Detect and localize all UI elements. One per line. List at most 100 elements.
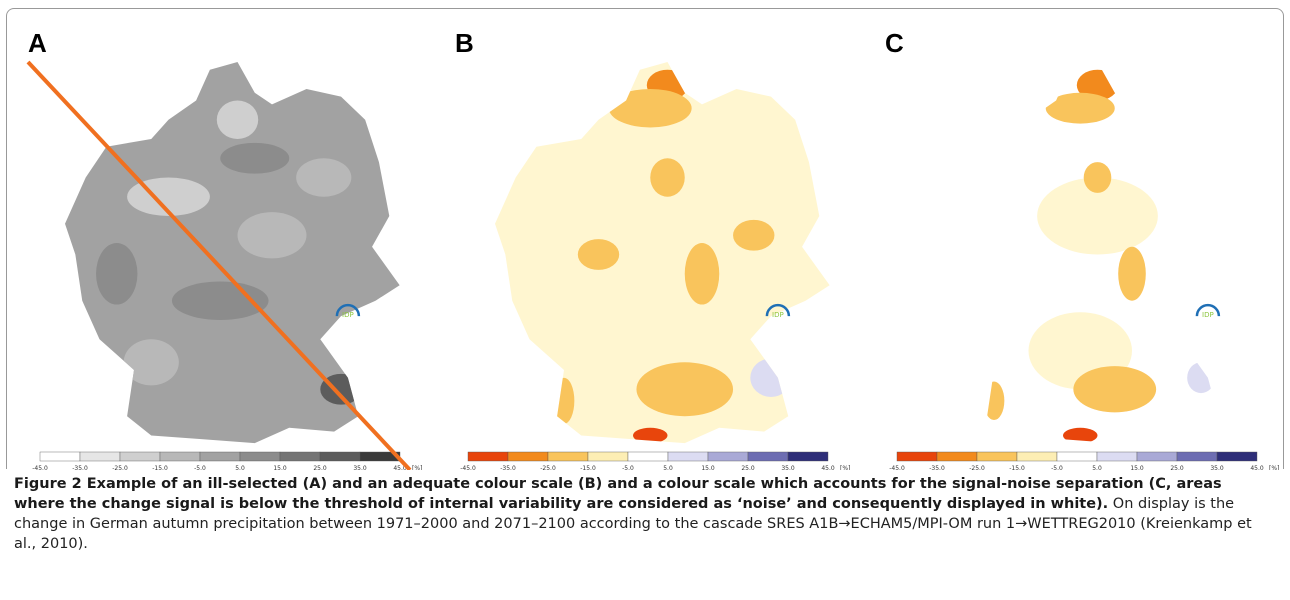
colorbar-tick: 15.0 xyxy=(1130,465,1144,470)
colorbar-tick: -15.0 xyxy=(580,465,596,470)
map-field xyxy=(636,362,734,417)
colorbar-tick: -35.0 xyxy=(72,465,88,470)
colorbar-tick: -45.0 xyxy=(460,465,476,470)
colorbar-segment xyxy=(159,451,201,462)
colorbar-tick: 35.0 xyxy=(1210,465,1224,470)
colorbar-segment xyxy=(39,451,81,462)
colorbar-tick: 45.0 xyxy=(821,465,835,470)
map-field xyxy=(1083,162,1112,193)
colorbar-tick: 25.0 xyxy=(1170,465,1184,470)
panel-label: C xyxy=(885,28,904,58)
map-fields xyxy=(553,69,792,444)
colorbar-segment xyxy=(976,451,1018,462)
logo-arc xyxy=(335,303,361,317)
map-field xyxy=(220,142,290,174)
colorbar-tick: -5.0 xyxy=(1051,465,1063,470)
colorbar-segment xyxy=(587,451,629,462)
colorbar-tick: 15.0 xyxy=(273,465,287,470)
colorbar-tick: 35.0 xyxy=(781,465,795,470)
colorbar-segment xyxy=(1096,451,1138,462)
map-field xyxy=(1045,92,1115,124)
colorbar-tick: -15.0 xyxy=(152,465,168,470)
map-fields xyxy=(983,69,1215,444)
colorbar-segment xyxy=(1016,451,1058,462)
map-field xyxy=(750,358,792,397)
colorbar-segment xyxy=(119,451,161,462)
map-field xyxy=(1118,246,1146,301)
colorbar-segment xyxy=(1056,451,1098,462)
colorbar-unit: [%] xyxy=(840,465,850,470)
panel: B IDP -45.0 -35.0 -25.0 -15.0 -5.0 5.0 15.0 25.0 3… xyxy=(455,28,850,470)
colorbar-tick: -45.0 xyxy=(32,465,48,470)
colorbar-tick: -5.0 xyxy=(622,465,634,470)
colorbar-segment xyxy=(707,451,749,462)
colorbar-segment xyxy=(1136,451,1178,462)
logo-text: IDP xyxy=(772,311,784,319)
colorbar-segment xyxy=(79,451,121,462)
map-field xyxy=(553,377,575,424)
map-country xyxy=(495,62,830,444)
colorbar-tick: 5.0 xyxy=(1092,465,1102,470)
map-field xyxy=(1037,177,1158,255)
panel-label: A xyxy=(28,28,47,58)
colorbar-segment xyxy=(467,451,509,462)
colorbar-segment xyxy=(547,451,589,462)
map-field xyxy=(1063,427,1098,444)
colorbar-tick: -35.0 xyxy=(929,465,945,470)
colorbar-segment xyxy=(319,451,361,462)
colorbar-segment xyxy=(896,451,938,462)
logo-text: IDP xyxy=(342,311,354,319)
colorbar-tick: -25.0 xyxy=(540,465,556,470)
colorbar-segment xyxy=(507,451,549,462)
colorbar-tick: 25.0 xyxy=(313,465,327,470)
map-field xyxy=(237,212,307,259)
panel: A IDP -45.0 -35.0 -25.0 -15.0 -5.0 5.0 15.0 25.0 3… xyxy=(28,28,422,470)
colorbar-segment xyxy=(787,451,829,462)
logo-text: IDP xyxy=(1202,311,1214,319)
figure: A IDP -45.0 -35.0 -25.0 -15.0 -5.0 5.0 15.0 25.0 3… xyxy=(26,28,1279,470)
colorbar-unit: [%] xyxy=(412,465,422,470)
panel: C IDP -45.0 -35.0 -25.0 -15.0 -5.0 5.0 15.0 25.0 3… xyxy=(885,28,1279,470)
caption-bold: Figure 2 Example of an ill-selected (A) … xyxy=(14,476,1222,512)
map-field xyxy=(216,100,259,139)
colorbar-tick: -35.0 xyxy=(500,465,516,470)
map-field xyxy=(983,381,1005,421)
colorbar-tick: 45.0 xyxy=(393,465,407,470)
map-field xyxy=(733,219,775,251)
colorbar-tick: 25.0 xyxy=(741,465,755,470)
strike-line xyxy=(26,60,412,470)
map-field xyxy=(1187,362,1215,394)
colorbar-segment xyxy=(199,451,241,462)
colorbar-segment xyxy=(747,451,789,462)
colorbar-segment xyxy=(239,451,281,462)
colorbar-unit: [%] xyxy=(1269,465,1279,470)
map-field xyxy=(1073,366,1157,413)
logo-arc xyxy=(1195,303,1221,317)
map-field xyxy=(577,239,620,270)
colorbar-segment xyxy=(1216,451,1258,462)
caption-text: On display is the change in German autum… xyxy=(14,496,1252,552)
colorbar-segment xyxy=(667,451,709,462)
caption: Figure 2 Example of an ill-selected (A) … xyxy=(14,474,1276,554)
colorbar-tick: -45.0 xyxy=(889,465,905,470)
colorbar-segment xyxy=(1176,451,1218,462)
map-field xyxy=(650,158,685,197)
colorbar-tick: 45.0 xyxy=(1250,465,1264,470)
colorbar-tick: 5.0 xyxy=(235,465,245,470)
colorbar-segment xyxy=(279,451,321,462)
colorbar-tick: -25.0 xyxy=(112,465,128,470)
colorbar-tick: 5.0 xyxy=(663,465,673,470)
logo-arc xyxy=(765,303,791,317)
colorbar-segment xyxy=(627,451,669,462)
map-field xyxy=(96,242,138,305)
colorbar-tick: -5.0 xyxy=(194,465,206,470)
colorbar-tick: -25.0 xyxy=(969,465,985,470)
panel-label: B xyxy=(455,28,474,58)
map-field xyxy=(608,88,692,128)
map-field xyxy=(296,158,352,197)
colorbar-tick: 15.0 xyxy=(701,465,715,470)
figure-frame xyxy=(6,8,1284,469)
colorbar-tick: 35.0 xyxy=(353,465,367,470)
map-field xyxy=(123,339,179,386)
